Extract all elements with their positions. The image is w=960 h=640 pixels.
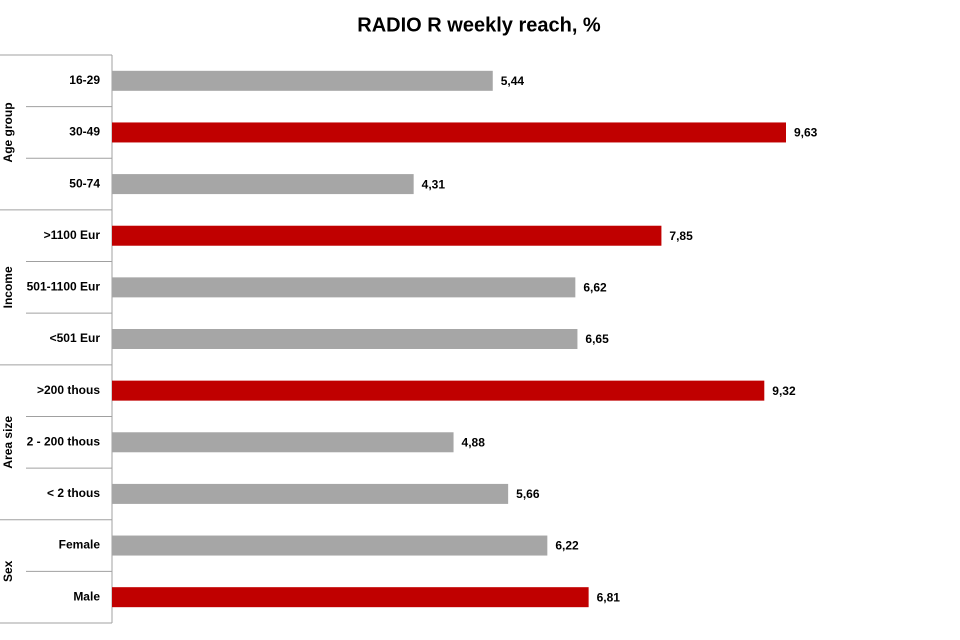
category-label: Male (73, 589, 100, 603)
category-label: 30-49 (69, 125, 100, 139)
bar (112, 174, 414, 195)
value-label: 5,44 (501, 74, 525, 88)
bar (112, 277, 576, 298)
value-label: 5,66 (516, 487, 540, 501)
category-label: 501-1100 Eur (27, 280, 101, 294)
bar (112, 122, 786, 143)
bar (112, 535, 548, 556)
value-label: 6,81 (597, 590, 621, 604)
chart-title: RADIO R weekly reach, % (357, 14, 601, 36)
value-label: 6,22 (555, 539, 579, 553)
bar (112, 587, 589, 608)
category-label: >1100 Eur (44, 228, 101, 242)
bar (112, 225, 662, 246)
value-label: 6,65 (585, 332, 609, 346)
bar (112, 432, 454, 453)
value-label: 9,32 (772, 384, 796, 398)
group-label: Sex (1, 560, 15, 582)
value-label: 4,31 (422, 177, 446, 191)
value-label: 4,88 (462, 435, 486, 449)
group-label: Age group (1, 102, 15, 162)
category-label: 2 - 200 thous (27, 434, 101, 448)
category-label: 50-74 (69, 176, 100, 190)
category-label: 16-29 (69, 73, 100, 87)
category-label: < 2 thous (47, 486, 100, 500)
bar (112, 70, 493, 91)
category-label: Female (59, 538, 101, 552)
bar (112, 483, 509, 504)
bar (112, 380, 765, 401)
category-label: >200 thous (37, 383, 100, 397)
bar (112, 329, 578, 349)
value-label: 6,62 (583, 281, 607, 295)
value-label: 7,85 (669, 229, 693, 243)
category-label: <501 Eur (50, 331, 101, 345)
group-label: Income (1, 266, 15, 308)
group-label: Area size (1, 416, 15, 469)
value-label: 9,63 (794, 126, 818, 140)
